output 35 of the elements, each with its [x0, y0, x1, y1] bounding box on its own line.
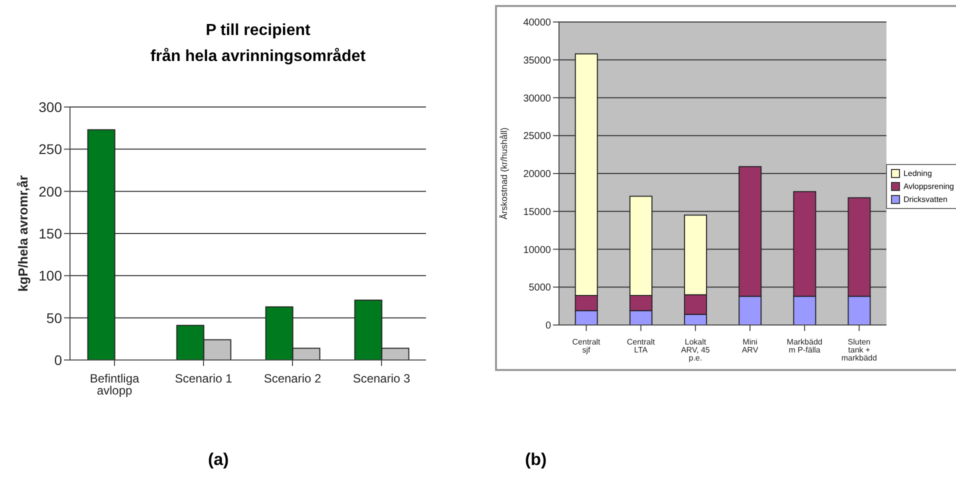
x-tick-label: Befintliga avlopp — [90, 372, 140, 398]
y-axis-title: Årskostnad (kr/hushåll) — [499, 127, 510, 220]
x-tick-label: Scenario 1 — [174, 372, 233, 386]
y-tick-label: 25000 — [523, 131, 552, 142]
y-tick-label: 250 — [38, 141, 62, 158]
x-tick-label: Scenario 2 — [264, 372, 322, 386]
x-tick-label: Centralt sjf — [572, 338, 602, 355]
text: (b) — [525, 450, 547, 470]
y-tick-label: 0 — [54, 352, 62, 368]
y-tick-label: 5000 — [528, 282, 552, 294]
y-tick-label: 200 — [38, 183, 62, 200]
x-tick-label: Mini ARV — [742, 338, 759, 355]
x-tick-label: Lokalt ARV, 45 p.e. — [680, 338, 710, 363]
x-tick-label: Markbädd m P-fälla — [786, 338, 822, 355]
y-axis-title: kgP/hela avromr,år — [16, 175, 31, 292]
y-tick-label: 20000 — [523, 169, 552, 180]
x-tick-label: Centralt LTA — [626, 338, 656, 355]
x-tick-label: Scenario 3 — [352, 372, 411, 386]
y-tick-label: 15000 — [523, 206, 552, 218]
y-tick-label: 0 — [545, 320, 552, 332]
y-tick-label: 10000 — [523, 244, 552, 256]
y-tick-label: 100 — [38, 268, 62, 284]
y-tick-label: 50 — [46, 310, 62, 326]
y-tick-label: 150 — [38, 225, 62, 242]
bar — [87, 129, 116, 360]
y-tick-label: 300 — [38, 98, 62, 115]
chart-title: P till recipient från hela avrinningsområdet — [149, 21, 367, 67]
x-tick-label: Sluten tank + markbädd — [841, 338, 877, 363]
legend-label: Avloppsrening — [903, 180, 954, 192]
y-tick-label: 40000 — [523, 18, 552, 29]
y-tick-label: 35000 — [523, 55, 552, 66]
text: (a) — [208, 450, 229, 470]
legend-label: Ledning — [903, 168, 932, 180]
legend-label: Dricksvatten — [903, 194, 948, 206]
y-tick-label: 30000 — [523, 93, 552, 104]
